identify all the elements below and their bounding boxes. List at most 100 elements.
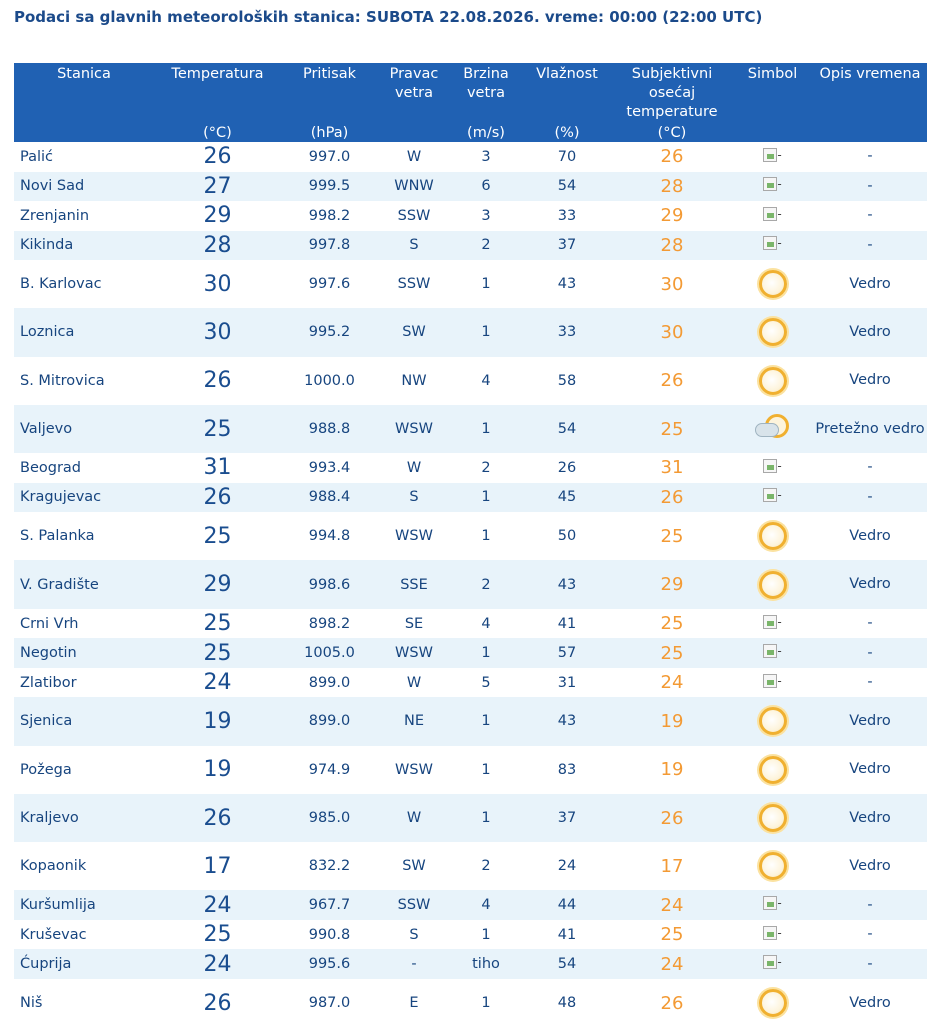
pressure-value: 987.0 — [281, 978, 378, 1027]
feels-like-value: 17 — [612, 842, 732, 891]
pressure-value: 998.6 — [281, 560, 378, 609]
weather-description: Vedro — [813, 308, 927, 357]
weather-symbol-cell: - — [732, 890, 813, 920]
weather-description: Vedro — [813, 356, 927, 405]
weather-symbol-cell: - — [732, 638, 813, 668]
station-name: Beograd — [14, 453, 154, 483]
weather-symbol-cell — [732, 308, 813, 357]
feels-like-value: 24 — [612, 890, 732, 920]
station-name: Kruševac — [14, 919, 154, 950]
station-name: Kopaonik — [14, 842, 154, 891]
table-row: Zrenjanin 29 998.2 SSW 3 33 29- - — [14, 201, 927, 231]
wind-direction-value: SE — [378, 608, 450, 639]
weather-description: - — [813, 608, 927, 639]
broken-image-icon: - — [763, 896, 782, 911]
station-name: Palić — [14, 142, 154, 172]
station-name: S. Mitrovica — [14, 356, 154, 405]
sun-icon — [758, 989, 787, 1018]
feels-like-value: 26 — [612, 356, 732, 405]
wind-speed-value: 1 — [450, 978, 522, 1027]
temperature-value: 25 — [154, 512, 281, 561]
table-row: Kuršumlija 24 967.7 SSW 4 44 24- - — [14, 890, 927, 920]
humidity-value: 31 — [522, 667, 612, 698]
table-row: Kruševac 25 990.8 S 1 41 25- - — [14, 919, 927, 950]
weather-description: Vedro — [813, 978, 927, 1027]
broken-image-icon: - — [763, 955, 782, 970]
wind-speed-value: 2 — [450, 453, 522, 483]
humidity-value: 54 — [522, 949, 612, 979]
weather-symbol-cell: - — [732, 667, 813, 698]
table-row: Negotin 25 1005.0 WSW 1 57 25- - — [14, 638, 927, 668]
pressure-value: 1000.0 — [281, 356, 378, 405]
weather-description: - — [813, 890, 927, 920]
sun-icon — [758, 522, 787, 551]
weather-description: - — [813, 171, 927, 201]
feels-like-value: 25 — [612, 919, 732, 950]
weather-description: - — [813, 667, 927, 698]
partly-cloudy-icon — [754, 413, 791, 445]
wind-speed-value: 1 — [450, 745, 522, 794]
table-row: Loznica 30 995.2 SW 1 33 30 Vedro — [14, 308, 927, 357]
table-row: V. Gradište 29 998.6 SSE 2 43 29 Vedro — [14, 560, 927, 609]
feels-like-value: 19 — [612, 697, 732, 746]
weather-symbol-cell — [732, 745, 813, 794]
wind-speed-value: 1 — [450, 512, 522, 561]
wind-direction-value: SW — [378, 308, 450, 357]
feels-like-value: 26 — [612, 793, 732, 843]
table-row: Kikinda 28 997.8 S 2 37 28- - — [14, 230, 927, 260]
table-row: Valjevo 25 988.8 WSW 1 54 25 Pretežno vedro — [14, 404, 927, 454]
temperature-value: 29 — [154, 560, 281, 609]
broken-image-icon: - — [763, 488, 782, 503]
weather-description: - — [813, 949, 927, 979]
wind-speed-value: 1 — [450, 404, 522, 454]
station-name: Zrenjanin — [14, 201, 154, 231]
weather-symbol-cell — [732, 260, 813, 309]
wind-direction-value: SW — [378, 842, 450, 891]
temperature-value: 26 — [154, 142, 281, 172]
wind-speed-value: tiho — [450, 949, 522, 979]
station-name: Kikinda — [14, 230, 154, 260]
feels-like-value: 26 — [612, 978, 732, 1027]
wind-direction-value: - — [378, 949, 450, 979]
col-header-feels-like: Subjektivni osećaj temperature (°C) — [612, 63, 732, 142]
humidity-value: 33 — [522, 308, 612, 357]
wind-speed-value: 4 — [450, 608, 522, 639]
feels-like-value: 31 — [612, 453, 732, 483]
weather-symbol-cell — [732, 512, 813, 561]
pressure-value: 997.8 — [281, 230, 378, 260]
weather-symbol-cell: - — [732, 142, 813, 172]
temperature-value: 26 — [154, 978, 281, 1027]
temperature-value: 19 — [154, 697, 281, 746]
pressure-value: 899.0 — [281, 697, 378, 746]
feels-like-value: 28 — [612, 171, 732, 201]
humidity-value: 50 — [522, 512, 612, 561]
pressure-value: 997.0 — [281, 142, 378, 172]
wind-direction-value: W — [378, 142, 450, 172]
feels-like-value: 25 — [612, 638, 732, 668]
station-name: V. Gradište — [14, 560, 154, 609]
station-name: Požega — [14, 745, 154, 794]
col-header-wind-direction: Pravac vetra — [378, 63, 450, 142]
temperature-value: 26 — [154, 482, 281, 513]
wind-direction-value: WSW — [378, 512, 450, 561]
station-name: Kraljevo — [14, 793, 154, 843]
humidity-value: 48 — [522, 978, 612, 1027]
feels-like-value: 26 — [612, 482, 732, 513]
wind-speed-value: 6 — [450, 171, 522, 201]
pressure-value: 990.8 — [281, 919, 378, 950]
humidity-value: 57 — [522, 638, 612, 668]
sun-icon — [758, 318, 787, 347]
table-row: Beograd 31 993.4 W 2 26 31- - — [14, 453, 927, 483]
temperature-value: 25 — [154, 638, 281, 668]
table-row: Crni Vrh 25 898.2 SE 4 41 25- - — [14, 608, 927, 639]
temperature-value: 25 — [154, 919, 281, 950]
pressure-value: 993.4 — [281, 453, 378, 483]
station-name: Kuršumlija — [14, 890, 154, 920]
table-header-row: Stanica Temperatura (°C) Pritisak (hPa) Pr… — [14, 63, 927, 142]
wind-speed-value: 1 — [450, 482, 522, 513]
wind-direction-value: S — [378, 919, 450, 950]
temperature-value: 28 — [154, 230, 281, 260]
wind-speed-value: 1 — [450, 793, 522, 843]
humidity-value: 43 — [522, 260, 612, 309]
wind-speed-value: 2 — [450, 560, 522, 609]
